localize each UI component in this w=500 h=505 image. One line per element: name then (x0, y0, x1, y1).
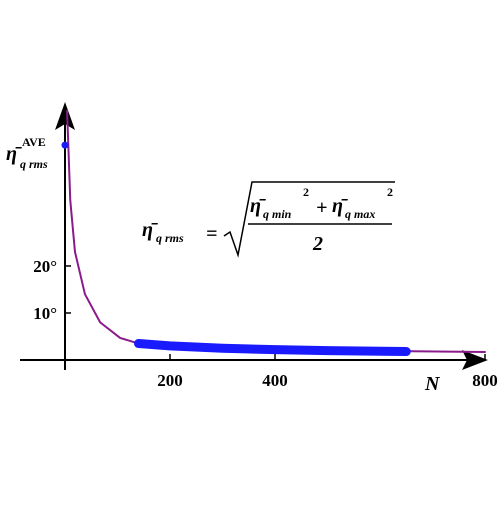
x-tick-label: 400 (262, 371, 288, 390)
formula-eq: = (206, 223, 217, 245)
formula-t1-sub: q min (263, 207, 292, 221)
formula-plus: + (316, 197, 327, 219)
curve (66, 109, 486, 354)
y-arrow (55, 102, 75, 130)
formula-t1-sup: 2 (303, 185, 309, 199)
x-tick-label: 200 (157, 371, 183, 390)
y-label-sup: AVE (22, 135, 46, 149)
data-point (61, 141, 69, 149)
x-arrow (462, 350, 488, 370)
y-axis-label: η̄ q rms AVE (6, 135, 48, 171)
formula-lhs-sub: q rms (156, 231, 184, 245)
y-tick-label: 10° (33, 304, 57, 323)
sqrt-sign (223, 181, 395, 258)
x-tick-label: 800 (472, 371, 498, 390)
formula-t2-sup: 2 (387, 185, 393, 199)
formula: η̄ q rms = η̄ q min 2 + η̄ q max 2 2 (142, 181, 395, 258)
formula-den: 2 (312, 233, 323, 255)
y-tick-label: 20° (33, 257, 57, 276)
formula-t2-sub: q max (345, 207, 375, 221)
x-axis-label: N (424, 373, 441, 395)
y-label-sub: q rms (20, 157, 48, 171)
data-band (134, 339, 411, 357)
